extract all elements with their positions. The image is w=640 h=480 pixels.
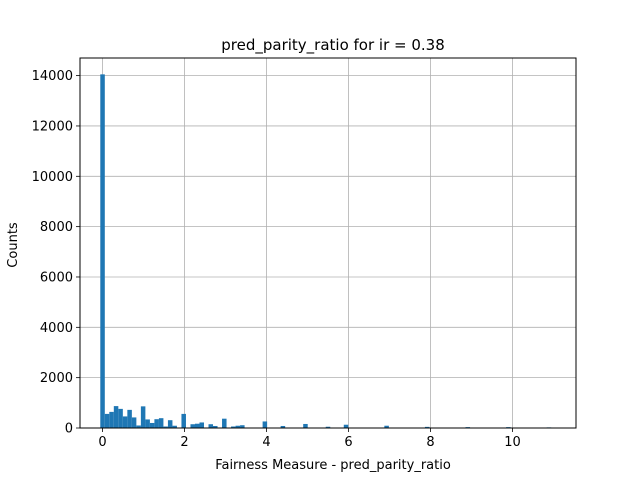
histogram-bar <box>140 406 146 428</box>
plot-frame <box>79 57 577 429</box>
histogram-bar <box>113 406 119 428</box>
y-tick-label: 4000 <box>40 321 73 336</box>
histogram-bar <box>222 418 227 428</box>
x-tick-label: 8 <box>426 435 434 450</box>
histogram-bar <box>100 74 105 429</box>
histogram-bar <box>240 425 245 428</box>
y-tick-label: 2000 <box>40 371 73 386</box>
histogram-bar <box>136 425 141 428</box>
histogram-bar <box>181 413 186 428</box>
histogram-bar <box>118 408 123 428</box>
chart-title: pred_parity_ratio for ir = 0.38 <box>221 36 445 55</box>
histogram-bar <box>199 422 204 428</box>
x-axis-label: Fairness Measure - pred_parity_ratio <box>215 458 451 473</box>
y-tick-label: 14000 <box>32 69 73 84</box>
histogram-bar <box>154 419 159 428</box>
histogram-bars <box>100 74 552 429</box>
x-tick-label: 10 <box>504 435 521 450</box>
histogram-bar <box>163 426 168 428</box>
y-tick-label: 12000 <box>32 119 73 134</box>
axis-ticks: 0 2 4 6 8 10 0 2000 4000 6000 8000 10000 12000 14000 <box>32 69 521 450</box>
histogram-bar <box>190 424 195 428</box>
y-tick-label: 0 <box>65 422 73 437</box>
histogram-bar <box>167 420 173 428</box>
y-tick-label: 6000 <box>40 270 73 285</box>
histogram-bar <box>325 426 331 428</box>
histogram-bar <box>127 409 132 428</box>
histogram-bar <box>384 425 389 428</box>
x-tick-label: 2 <box>180 435 188 450</box>
histogram-bar <box>424 426 430 428</box>
histogram-bar <box>213 425 218 428</box>
histogram-bar <box>231 426 236 428</box>
grid-lines <box>80 58 576 429</box>
x-tick-label: 0 <box>98 435 106 450</box>
x-tick-label: 4 <box>262 435 270 450</box>
histogram-bar <box>235 425 241 428</box>
histogram-bar <box>208 424 214 428</box>
histogram-bar <box>131 417 137 428</box>
histogram-bar <box>172 425 177 428</box>
histogram-bar <box>158 418 164 428</box>
x-tick-label: 6 <box>344 435 352 450</box>
histogram-bar <box>303 423 308 428</box>
y-axis-label: Counts <box>6 222 21 268</box>
y-tick-label: 10000 <box>32 170 73 185</box>
histogram-bar <box>280 425 286 428</box>
histogram-bar <box>149 422 155 428</box>
histogram-bar <box>194 423 200 428</box>
histogram-bar <box>262 421 268 428</box>
histogram-bar <box>109 411 114 428</box>
histogram-bar <box>104 413 110 428</box>
y-tick-label: 8000 <box>40 220 73 235</box>
histogram-bar <box>122 416 128 428</box>
histogram-bar <box>145 419 150 428</box>
histogram-bar <box>343 424 349 428</box>
